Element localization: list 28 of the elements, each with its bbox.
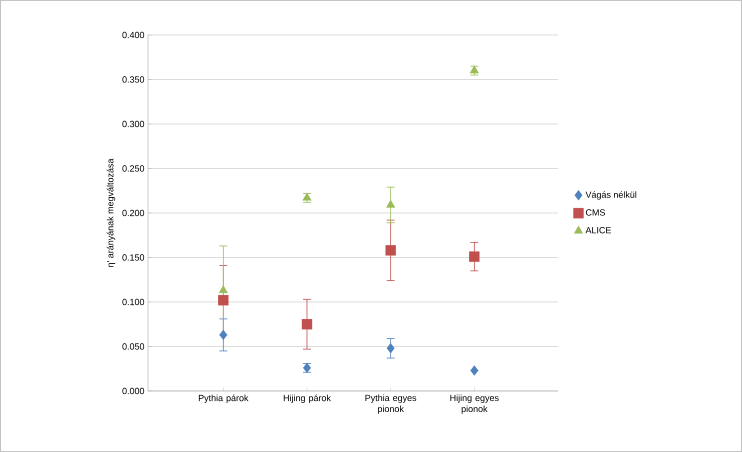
x-tick-label: Hijing párok — [284, 394, 331, 403]
point — [218, 285, 228, 294]
y-tick-label: 0.000 — [122, 388, 144, 394]
legend-label: Vágás nélkül — [586, 191, 636, 200]
point — [470, 365, 478, 376]
y-tick-label: 0.250 — [122, 165, 144, 172]
point — [302, 192, 312, 201]
point — [386, 343, 395, 354]
x-tick-label: Pythia egyes pionok — [365, 394, 416, 414]
y-tick-label: 0.400 — [122, 32, 144, 38]
y-tick-label: 0.100 — [122, 298, 144, 306]
point — [302, 319, 312, 330]
x-tick-label: Pythia párok — [198, 394, 248, 403]
point — [385, 245, 396, 256]
y-tick-label: 0.050 — [122, 343, 144, 350]
point — [218, 295, 229, 306]
y-tick-label: 0.350 — [122, 76, 144, 83]
point — [469, 251, 480, 262]
point — [386, 200, 396, 208]
legend-label: CMS — [586, 209, 606, 216]
point — [219, 330, 228, 340]
y-tick-label: 0.150 — [122, 254, 144, 261]
y-tick-label: 0.300 — [122, 120, 144, 128]
y-axis-title: η' arányának megváltozása — [106, 158, 116, 267]
y-tick-label: 0.200 — [122, 210, 144, 216]
point — [470, 65, 479, 74]
legend-label: ALICE — [586, 227, 612, 234]
x-tick-label: Hijing egyes pionok — [450, 394, 499, 414]
